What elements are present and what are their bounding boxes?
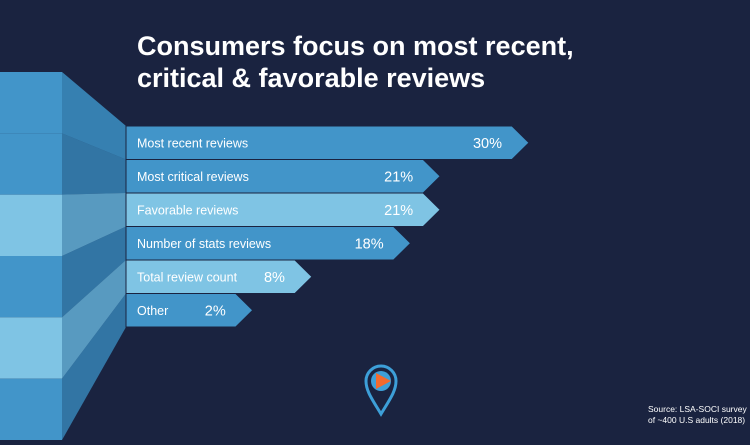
- funnel-shade: [62, 72, 126, 440]
- source-line-1: Source: LSA-SOCI survey: [648, 404, 747, 414]
- play-triangle: [376, 373, 391, 389]
- value-label: 21%: [384, 203, 413, 219]
- bar: [125, 125, 530, 160]
- category-label: Most recent reviews: [137, 136, 248, 150]
- funnel-connector: [62, 260, 126, 379]
- funnel-connector: [62, 226, 126, 318]
- value-label: 21%: [384, 169, 413, 185]
- value-label: 18%: [355, 236, 384, 252]
- category-label: Total review count: [137, 270, 238, 284]
- funnel-decoration: [0, 72, 126, 440]
- category-label: Number of stats reviews: [137, 237, 271, 251]
- funnel-left-band: [0, 194, 62, 256]
- map-pin-play-icon: [364, 364, 398, 417]
- source-note: Source: LSA-SOCI survey of ~400 U.S adul…: [648, 404, 748, 426]
- title-line-1: Consumers focus on most recent,: [137, 31, 574, 61]
- value-label: 30%: [473, 136, 502, 152]
- category-label: Favorable reviews: [137, 203, 238, 217]
- bar: [125, 226, 412, 261]
- funnel-left-band: [0, 72, 62, 134]
- funnel-left-band: [0, 378, 62, 440]
- funnel-left-band: [0, 317, 62, 379]
- bar: [125, 293, 254, 328]
- title-line-2: critical & favorable reviews: [137, 63, 486, 93]
- funnel-left-band: [0, 133, 62, 195]
- value-label: 2%: [205, 303, 226, 319]
- value-label: 8%: [264, 270, 285, 286]
- pin-outline: [364, 364, 398, 417]
- funnel-connector: [62, 133, 126, 195]
- funnel-connector: [62, 193, 126, 256]
- chart-title: Consumers focus on most recent, critical…: [137, 30, 697, 94]
- category-label: Most critical reviews: [137, 170, 249, 184]
- category-label: Other: [137, 304, 168, 318]
- funnel-connector: [62, 72, 126, 160]
- bar: [125, 159, 441, 194]
- bar: [125, 192, 441, 227]
- funnel-left-band: [0, 256, 62, 318]
- bar-series: Most recent reviews 30% Most critical revi…: [125, 125, 530, 328]
- source-line-2: of ~400 U.S adults (2018): [648, 415, 746, 425]
- funnel-connector: [62, 293, 126, 440]
- bar: [125, 259, 313, 294]
